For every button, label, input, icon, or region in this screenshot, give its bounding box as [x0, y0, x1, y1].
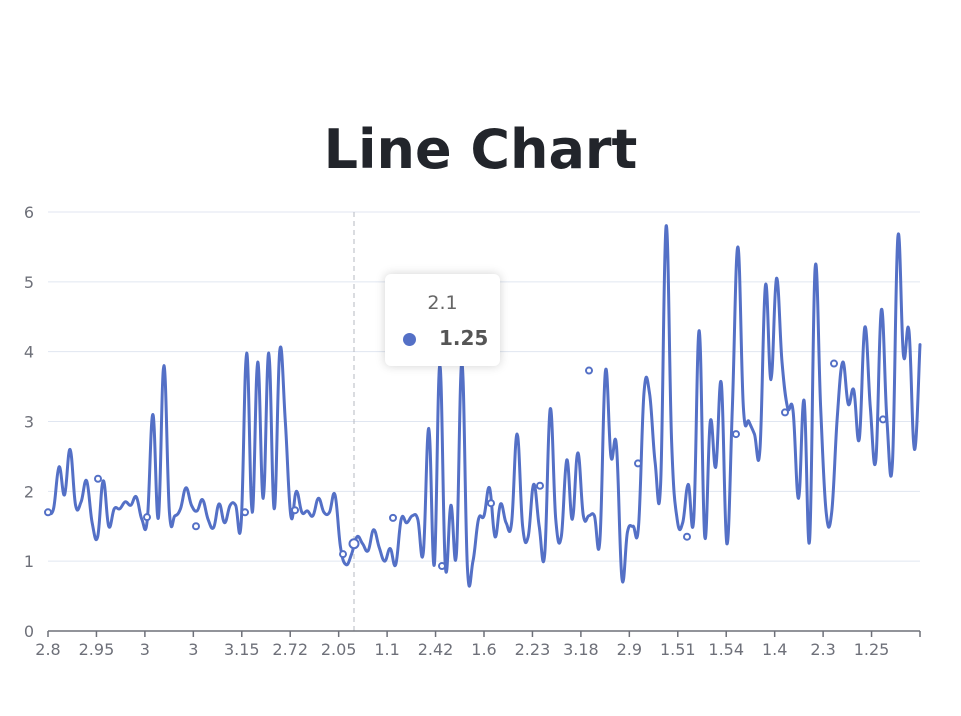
data-point[interactable] [536, 481, 544, 490]
x-tick-label: 2.42 [418, 640, 454, 659]
x-tick-label: 3 [140, 640, 150, 659]
y-axis-labels: 0 1 2 3 4 5 6 [24, 203, 34, 641]
data-point[interactable] [339, 550, 347, 559]
x-tick-label: 3 [188, 640, 198, 659]
x-tick-label: 1.54 [708, 640, 744, 659]
x-tick-label: 2.3 [810, 640, 835, 659]
data-point[interactable] [438, 562, 446, 571]
x-tick-label: 3.18 [563, 640, 599, 659]
x-tick-label: 1.51 [660, 640, 696, 659]
data-point-markers[interactable] [44, 359, 887, 571]
tooltip-value: 1.25 [439, 326, 489, 350]
data-point[interactable] [585, 366, 593, 375]
data-point[interactable] [634, 459, 642, 468]
y-tick-label: 5 [24, 273, 34, 292]
data-point[interactable] [291, 506, 299, 515]
x-tick-label: 1.1 [374, 640, 399, 659]
data-point[interactable] [348, 538, 360, 550]
y-tick-label: 4 [24, 343, 34, 362]
x-tick-label: 2.9 [617, 640, 642, 659]
tooltip: 2.1 1.25 [385, 274, 500, 366]
series-line[interactable] [46, 224, 922, 588]
y-tick-label: 3 [24, 413, 34, 432]
x-axis: 2.8 2.95 3 3 3.15 2.72 2.05 1.1 2.42 1.6 2.23 3.18 2… [35, 630, 921, 659]
tooltip-x-label: 2.1 [427, 292, 458, 314]
data-point[interactable] [241, 508, 249, 517]
data-point[interactable] [683, 532, 691, 541]
data-point[interactable] [389, 513, 397, 522]
x-tick-label: 1.25 [854, 640, 890, 659]
data-point[interactable] [830, 359, 838, 368]
tooltip-series-dot-icon [403, 333, 416, 346]
data-point[interactable] [192, 522, 200, 531]
data-point[interactable] [879, 415, 887, 424]
y-tick-label: 6 [24, 203, 34, 222]
x-tick-label: 2.95 [79, 640, 115, 659]
data-point[interactable] [143, 513, 151, 522]
x-tick-label: 2.05 [321, 640, 357, 659]
chart-title: Line Chart [323, 118, 638, 181]
x-tick-label: 2.8 [35, 640, 60, 659]
data-point[interactable] [732, 430, 740, 439]
data-point[interactable] [487, 499, 495, 508]
x-tick-label: 2.23 [515, 640, 551, 659]
x-tick-label: 1.6 [471, 640, 496, 659]
data-point[interactable] [44, 508, 52, 517]
y-tick-label: 1 [24, 552, 34, 571]
y-tick-label: 0 [24, 622, 34, 641]
data-point[interactable] [781, 408, 789, 417]
y-tick-label: 2 [24, 482, 34, 501]
x-tick-label: 1.4 [762, 640, 787, 659]
x-tick-label: 2.72 [272, 640, 308, 659]
x-tick-label: 3.15 [224, 640, 260, 659]
data-point[interactable] [94, 474, 102, 483]
